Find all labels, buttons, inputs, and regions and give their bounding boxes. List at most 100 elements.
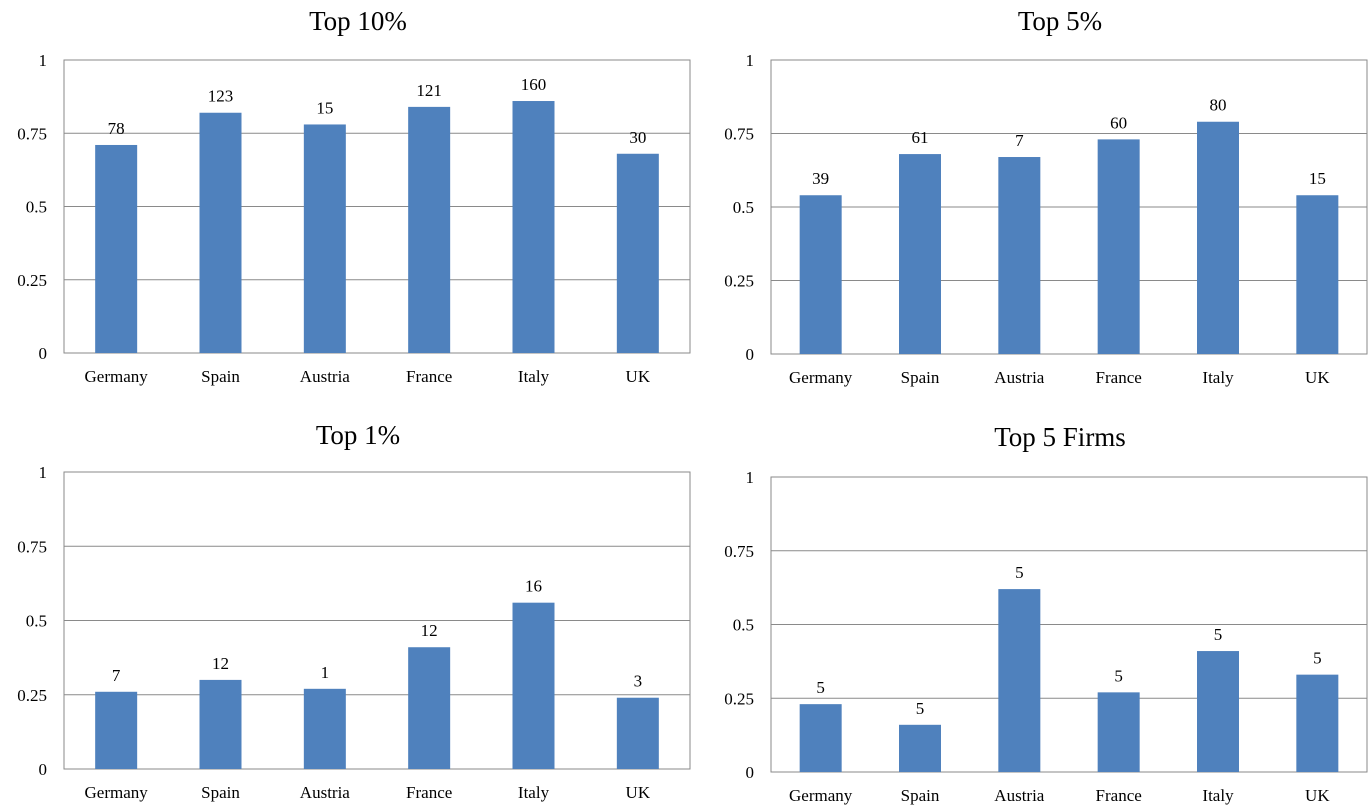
chart-title: Top 5%: [1018, 6, 1102, 36]
y-tick-label: 1: [746, 468, 755, 487]
data-label: 39: [812, 169, 829, 188]
data-label: 5: [1015, 563, 1024, 582]
x-tick-label: Germany: [789, 786, 853, 805]
data-label: 78: [108, 119, 125, 138]
data-label: 5: [916, 699, 925, 718]
y-tick-label: 0: [746, 763, 755, 782]
x-tick-label: Germany: [85, 783, 149, 802]
data-label: 60: [1110, 113, 1127, 132]
x-tick-label: France: [406, 783, 452, 802]
x-tick-label: France: [1096, 786, 1142, 805]
x-tick-label: Italy: [518, 367, 550, 386]
bar: [998, 589, 1041, 772]
x-tick-label: Italy: [1202, 368, 1234, 387]
x-tick-label: UK: [1305, 786, 1330, 805]
bar: [408, 106, 451, 353]
data-label: 15: [1309, 169, 1326, 188]
y-tick-label: 0.5: [26, 612, 47, 631]
bar: [1197, 121, 1239, 355]
bar: [1296, 195, 1339, 354]
y-tick-label: 0.75: [724, 125, 754, 144]
bar: [408, 647, 451, 769]
x-tick-label: Austria: [994, 786, 1045, 805]
chart-panel-2: Top 5% 0 0.25 0.5 0.75 1 Germany 39 Spain 61 Austr…: [724, 6, 1368, 387]
bar: [1097, 692, 1140, 772]
x-tick-label: Italy: [518, 783, 550, 802]
data-label: 16: [525, 577, 542, 596]
x-tick-label: France: [1096, 368, 1142, 387]
bar: [303, 688, 346, 769]
chart-panel-4: Top 5 Firms 0 0.25 0.5 0.75 1 Germany 5 Spain 5 Au…: [724, 422, 1368, 805]
data-label: 121: [416, 81, 442, 100]
y-tick-label: 0.75: [17, 537, 47, 556]
x-tick-label: France: [406, 367, 452, 386]
y-tick-label: 0: [39, 760, 48, 779]
y-tick-label: 0.5: [733, 198, 754, 217]
y-tick-label: 1: [746, 51, 755, 70]
data-label: 12: [421, 621, 438, 640]
y-tick-label: 0.25: [724, 272, 754, 291]
bar: [799, 195, 842, 354]
x-tick-label: Germany: [85, 367, 149, 386]
x-tick-label: UK: [626, 783, 651, 802]
y-tick-label: 0.5: [733, 616, 754, 635]
bar: [1097, 139, 1140, 354]
data-label: 12: [212, 654, 229, 673]
y-tick-label: 1: [39, 463, 48, 482]
data-label: 7: [112, 666, 121, 685]
bar: [799, 704, 842, 772]
data-label: 3: [634, 672, 643, 691]
bar: [95, 144, 138, 353]
x-tick-label: Spain: [201, 783, 240, 802]
data-label: 80: [1210, 96, 1227, 115]
data-label: 123: [208, 87, 234, 106]
y-tick-label: 0.25: [17, 686, 47, 705]
chart-panel-3: Top 1% 0 0.25 0.5 0.75 1 Germany 7 Spain 12 Austri…: [17, 420, 691, 802]
y-tick-label: 0.25: [17, 271, 47, 290]
bar: [899, 724, 941, 772]
y-tick-label: 0.25: [724, 689, 754, 708]
data-label: 61: [912, 128, 929, 147]
x-tick-label: Spain: [201, 367, 240, 386]
data-label: 1: [321, 663, 330, 682]
chart-title: Top 10%: [309, 6, 407, 36]
data-label: 5: [816, 678, 825, 697]
chart-title: Top 5 Firms: [994, 422, 1126, 452]
x-tick-label: Austria: [300, 783, 351, 802]
chart-title: Top 1%: [316, 420, 400, 450]
x-tick-label: Spain: [901, 368, 940, 387]
bar: [95, 691, 138, 769]
data-label: 5: [1214, 625, 1223, 644]
bar: [998, 157, 1041, 354]
data-label: 30: [629, 128, 646, 147]
x-tick-label: Spain: [901, 786, 940, 805]
data-label: 160: [521, 75, 547, 94]
x-tick-label: UK: [626, 367, 651, 386]
x-tick-label: Austria: [300, 367, 351, 386]
data-label: 7: [1015, 131, 1024, 150]
bar: [1197, 651, 1239, 772]
x-tick-label: Germany: [789, 368, 853, 387]
bar: [616, 697, 659, 769]
chart-panel-1: Top 10% 0 0.25 0.5 0.75 1 Germany 78 Spain 123 Aus…: [17, 6, 691, 386]
y-tick-label: 1: [39, 51, 48, 70]
x-tick-label: Italy: [1202, 786, 1234, 805]
bar: [1296, 674, 1339, 772]
data-label: 15: [316, 98, 333, 117]
bar: [199, 679, 242, 769]
bar: [512, 101, 555, 354]
bar: [512, 602, 555, 769]
y-tick-label: 0: [746, 345, 755, 364]
y-tick-label: 0.75: [724, 542, 754, 561]
y-tick-label: 0.75: [17, 124, 47, 143]
bar: [303, 124, 346, 354]
bar: [616, 153, 659, 353]
y-tick-label: 0: [39, 344, 48, 363]
data-label: 5: [1114, 666, 1123, 685]
x-tick-label: Austria: [994, 368, 1045, 387]
x-tick-label: UK: [1305, 368, 1330, 387]
bar: [199, 112, 242, 354]
data-label: 5: [1313, 649, 1322, 668]
bar: [899, 154, 941, 354]
